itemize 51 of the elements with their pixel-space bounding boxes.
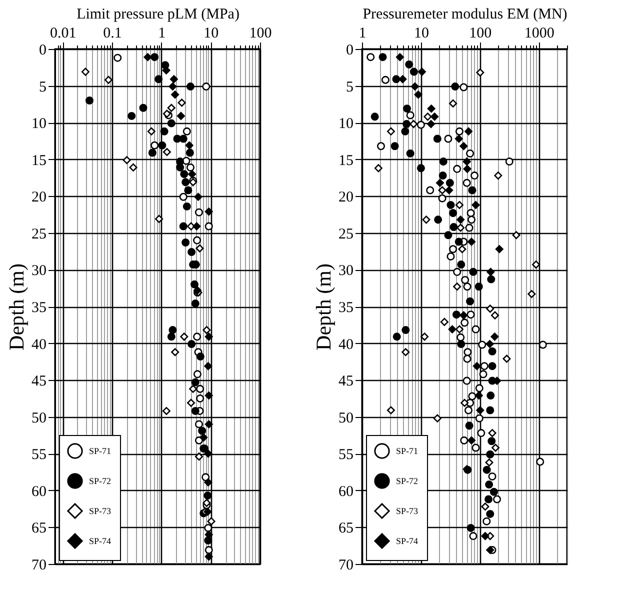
y-tick-label: 20 (338, 190, 354, 206)
legend-label: SP-73 (396, 506, 419, 516)
legend-label: SP-74 (89, 536, 112, 546)
y-tick-label: 40 (32, 336, 46, 353)
y-axis-title: Depth (m) (4, 264, 28, 350)
y-tick-label: 45 (32, 374, 46, 390)
y-tick-label: 65 (338, 520, 354, 537)
y-tick-label: 70 (32, 558, 46, 574)
x-axis-title: Pressuremeter modulus EM (MN) (362, 6, 568, 22)
legend-label: SP-72 (89, 476, 112, 486)
y-tick-label: 65 (32, 520, 46, 537)
legend-label: SP-73 (89, 506, 112, 516)
y-tick-label: 50 (338, 410, 354, 426)
y-tick-label: 50 (32, 410, 46, 426)
y-tick-label: 35 (338, 300, 354, 316)
x-tick-label: 1 (358, 26, 366, 42)
y-tick-label: 0 (39, 42, 46, 58)
y-tick-label: 55 (338, 447, 354, 464)
y-tick-label: 45 (338, 374, 354, 390)
x-axis-title: Limit pressure pLM (MPa) (76, 6, 240, 22)
y-tick-label: 55 (32, 447, 46, 464)
x-tick-label: 1 (158, 26, 166, 42)
x-tick-label: 0.01 (50, 26, 76, 42)
x-tick-label: 10 (414, 26, 429, 42)
y-tick-label: 35 (32, 300, 46, 316)
x-tick-label: 100 (249, 26, 272, 42)
y-tick-label: 30 (338, 263, 354, 280)
y-tick-label: 0 (346, 42, 354, 58)
y-tick-label: 60 (32, 484, 46, 500)
x-tick-label: 1000 (524, 26, 554, 42)
x-tick-label: 100 (469, 26, 492, 42)
y-tick-label: 15 (338, 152, 354, 169)
legend-label: SP-71 (396, 446, 418, 456)
legend-label: SP-71 (89, 446, 112, 456)
y-tick-label: 10 (338, 116, 354, 132)
legend-label: SP-72 (396, 476, 418, 486)
y-tick-label: 5 (346, 79, 354, 96)
y-axis-title: Depth (m) (312, 264, 336, 350)
y-tick-label: 70 (338, 558, 354, 574)
y-tick-label: 40 (338, 336, 354, 353)
y-tick-label: 10 (32, 116, 46, 132)
x-tick-label: 0.1 (103, 26, 122, 42)
x-tick-label: 10 (204, 26, 219, 42)
y-tick-label: 60 (338, 484, 354, 500)
y-tick-label: 15 (32, 152, 46, 169)
y-tick-label: 25 (32, 226, 46, 242)
y-tick-label: 25 (338, 226, 354, 242)
legend-label: SP-74 (396, 536, 419, 546)
y-tick-label: 5 (39, 79, 46, 96)
y-tick-label: 20 (32, 190, 46, 206)
y-tick-label: 30 (32, 263, 46, 280)
